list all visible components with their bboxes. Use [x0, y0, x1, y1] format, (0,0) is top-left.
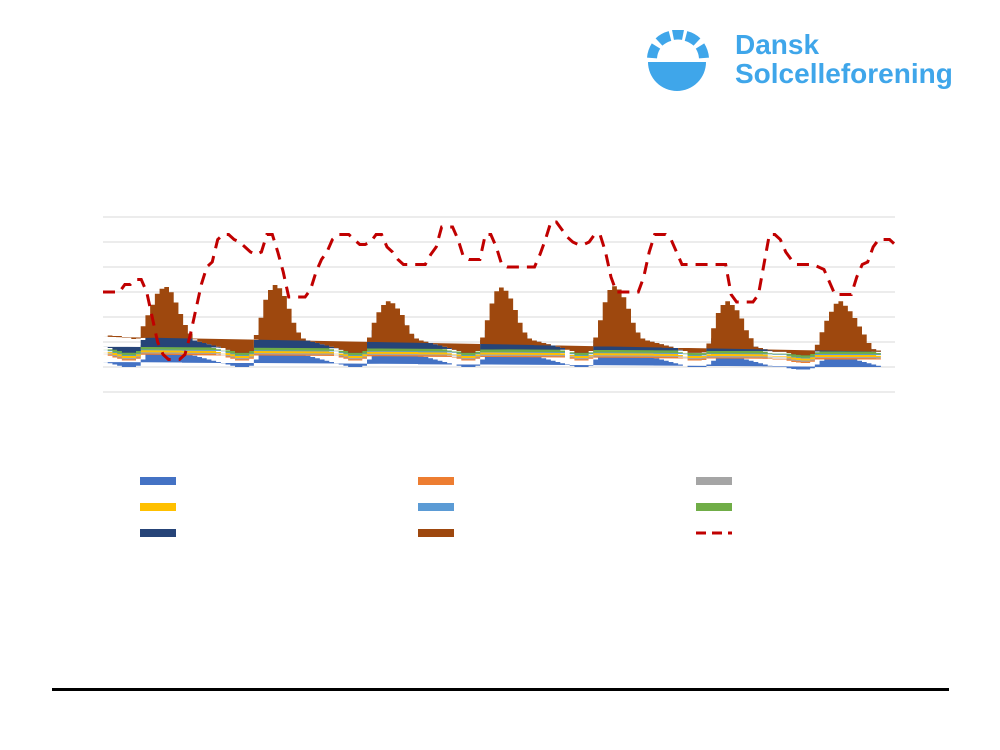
legend-swatch-8 [418, 529, 454, 537]
logo-sun-icon [647, 30, 709, 91]
legend-swatch-5 [418, 503, 454, 511]
legend-swatch-6 [696, 503, 732, 511]
logo-line-2: Solcelleforening [735, 58, 953, 89]
series-area-8 [103, 285, 886, 356]
logo-line-1: Dansk [735, 29, 820, 60]
price-line [103, 220, 897, 361]
series-area-1 [103, 346, 886, 370]
legend-swatch-3 [696, 477, 732, 485]
legend-swatch-1 [140, 477, 176, 485]
logo-wordmark: Dansk Solcelleforening [735, 30, 953, 88]
legend-swatch-4 [140, 503, 176, 511]
footer-divider [52, 688, 949, 691]
legend-swatch-7 [140, 529, 176, 537]
legend-swatch-2 [418, 477, 454, 485]
logo: Dansk Solcelleforening [640, 30, 970, 100]
